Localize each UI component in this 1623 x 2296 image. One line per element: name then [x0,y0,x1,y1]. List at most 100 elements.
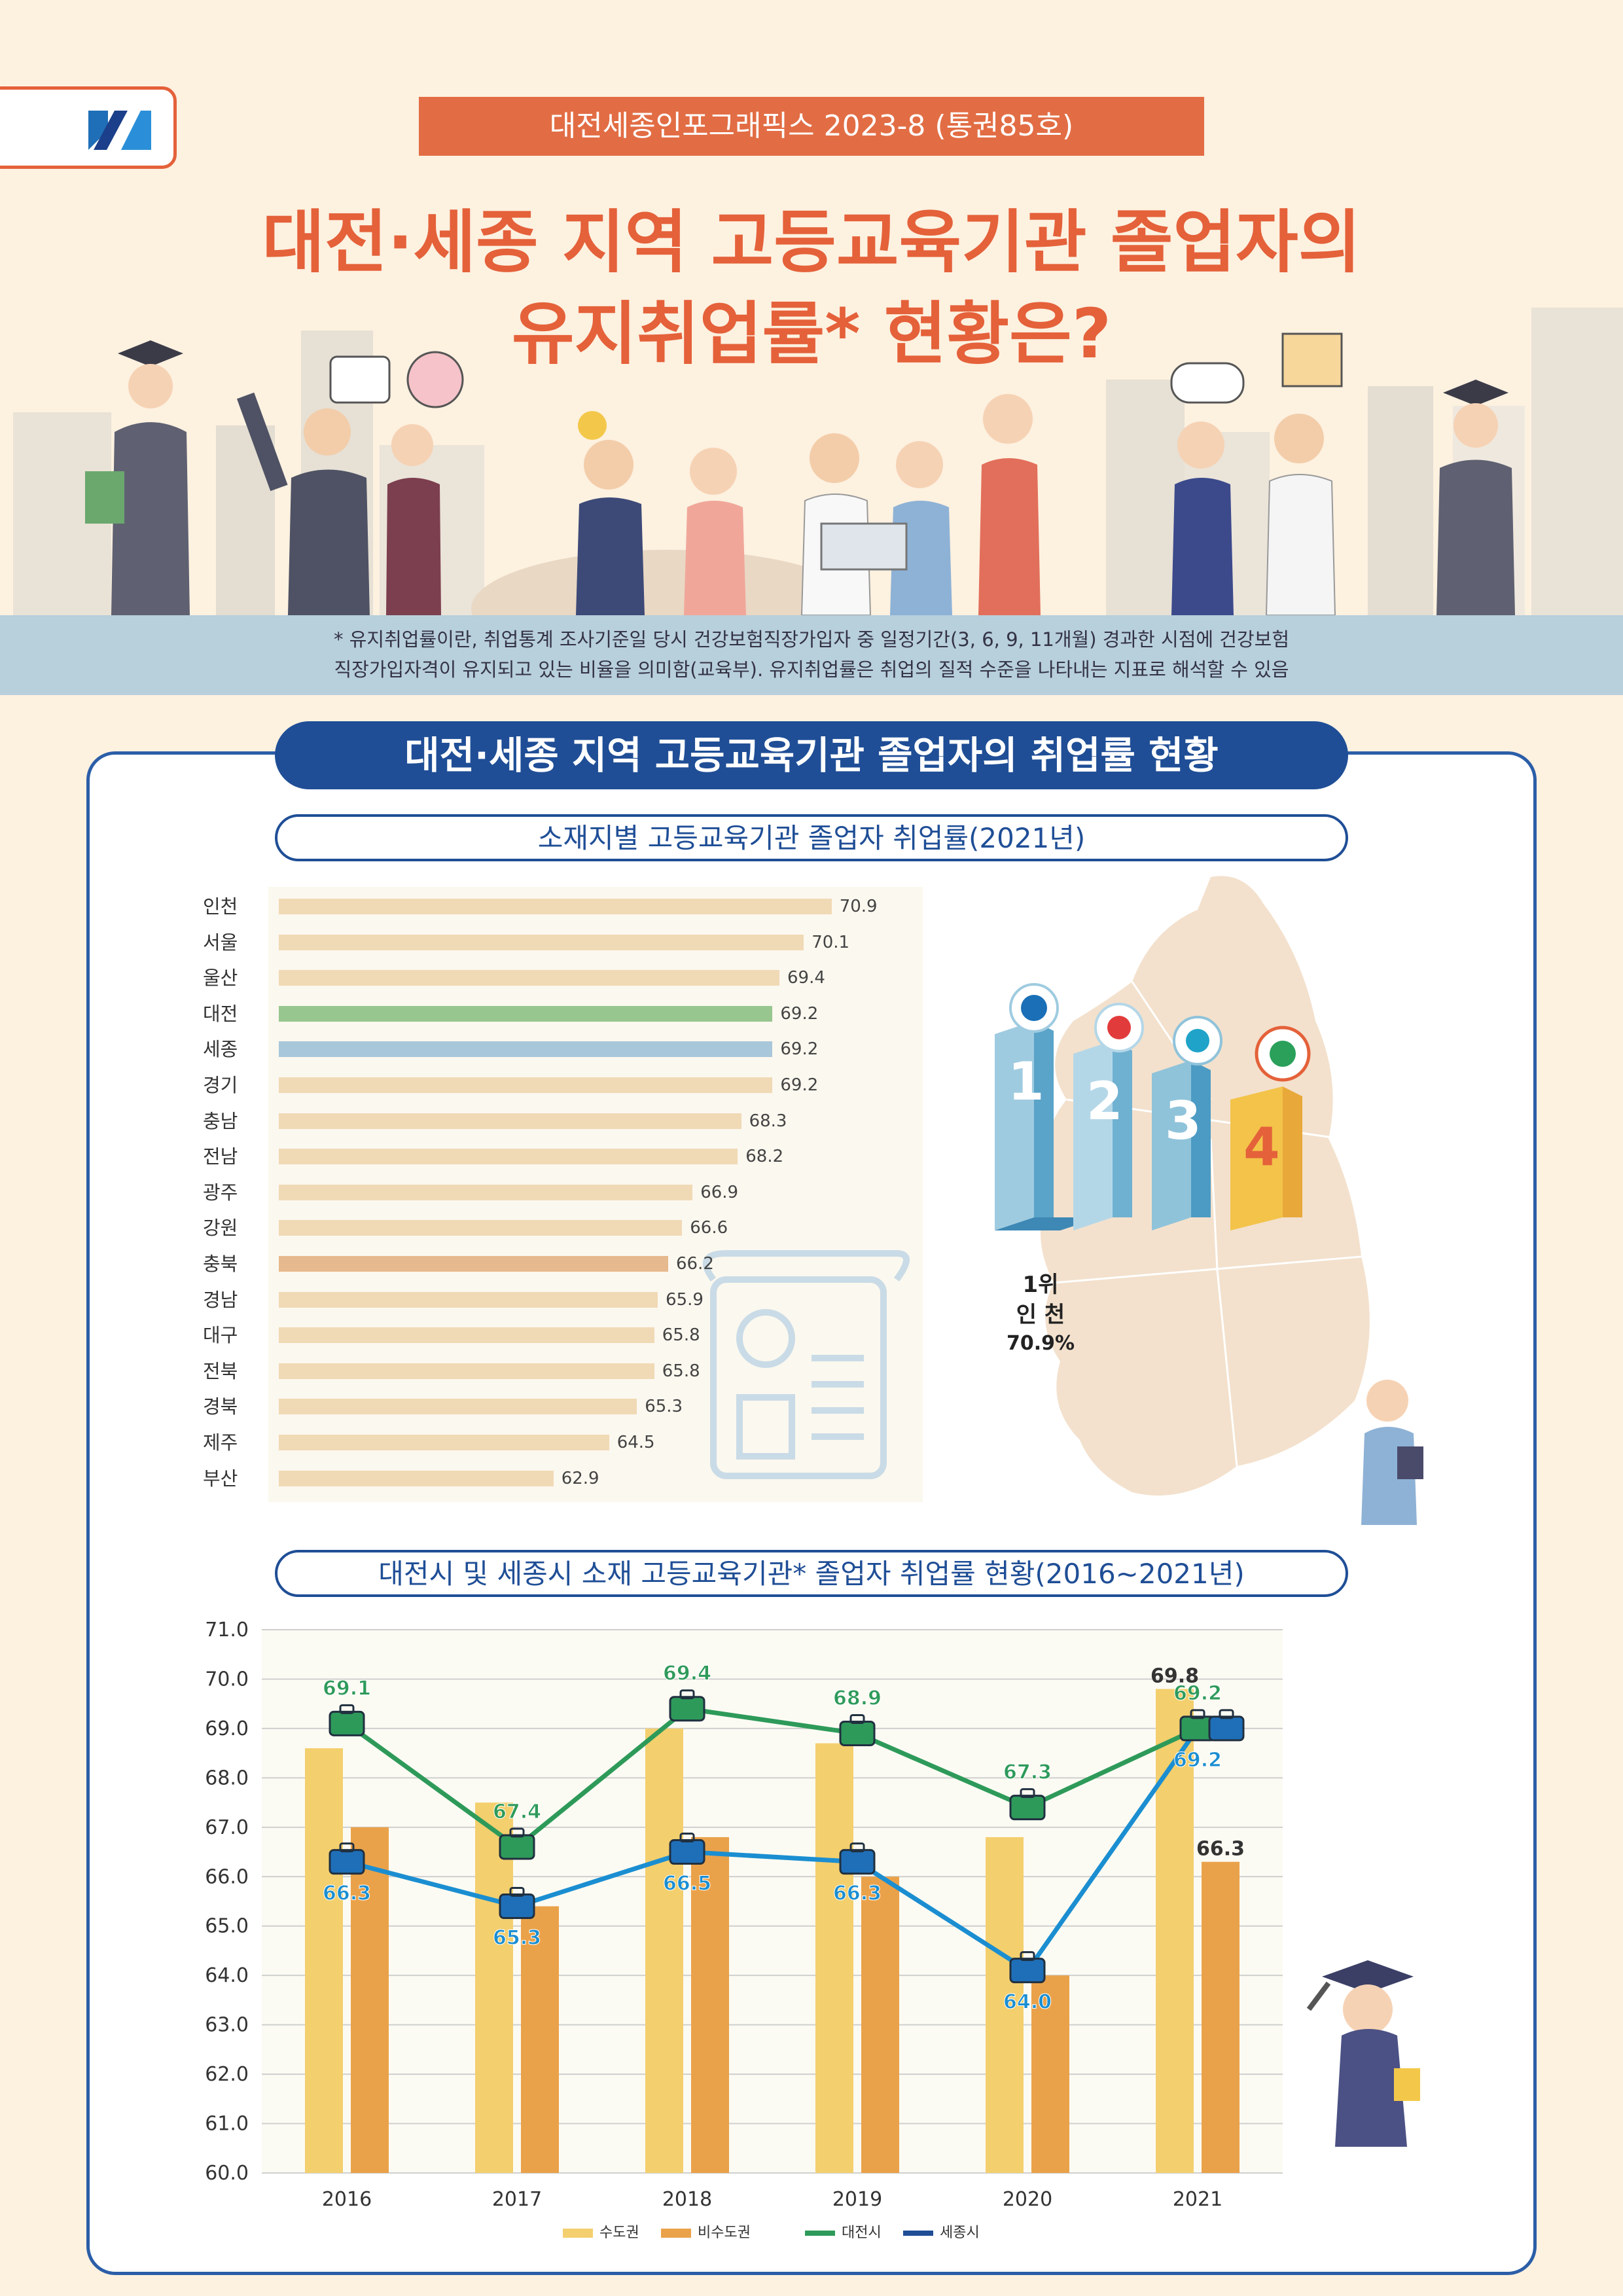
bar-noncapital [861,1876,899,2173]
region-label: 제주 [203,1431,238,1454]
note-line1: * 유지취업률이란, 취업통계 조사기준일 당시 건강보험직장가입자 중 일정기… [333,628,1289,651]
y-tick-label: 70.0 [205,1668,249,1691]
regional-chart-title: 소재지별 고등교육기관 졸업자 취업률(2021년) [275,814,1348,861]
legend-item-sejong: 세종시 [903,2220,980,2246]
region-label: 전남 [203,1145,238,1168]
trend-combo-chart: 60.0 61.0 62.0 63.0 64.0 65.0 66.0 67.0 68.0 69.0… [205,1619,1283,2211]
region-row: 충북 66.2 [203,1253,923,1274]
legend-item-daejeon: 대전시 [805,2220,882,2246]
region-bar [279,1256,668,1272]
daejeon-symbol-icon [1270,1041,1296,1067]
bar-noncapital [1202,1861,1240,2173]
region-label: 대구 [203,1324,238,1347]
region-label: 부산 [203,1467,238,1490]
logo [0,86,177,169]
y-tick-label: 64.0 [205,1964,249,1987]
legend-label-noncapital: 비수도권 [698,2225,751,2241]
region-row: 울산 69.4 [203,967,923,988]
legend-label-sejong: 세종시 [940,2225,980,2241]
y-tick-label: 65.0 [205,1915,249,1938]
bar-capital [475,1803,513,2173]
region-value-label: 62.9 [561,1468,599,1488]
line-value-label: 65.3 [493,1927,541,1950]
briefcase-handle-icon [679,1689,695,1700]
region-label: 세종 [203,1038,238,1061]
region-label: 서울 [203,931,238,954]
region-row: 충남 68.3 [203,1111,923,1132]
briefcase-marker-icon [1208,1715,1245,1742]
region-bar [279,1005,773,1022]
briefcase-handle-icon [509,1887,525,1897]
region-row: 대구 65.8 [203,1325,923,1346]
region-value-label: 65.9 [666,1289,704,1310]
seoul-symbol-icon [1107,1016,1131,1039]
region-label: 울산 [203,967,238,990]
briefcase-marker-icon [329,1710,365,1736]
bar-value-label: 69.8 [1150,1665,1199,1688]
bar-capital [645,1728,683,2173]
y-tick-label: 67.0 [205,1816,249,1839]
x-tick-label: 2021 [1173,2188,1222,2211]
line-sejong [346,1727,1200,1974]
region-bar [279,1113,741,1129]
x-tick-label: 2017 [492,2188,542,2211]
rank-block-4 [1230,1026,1311,1230]
region-row: 경기 69.2 [203,1075,923,1096]
region-bar [279,899,832,914]
bar-noncapital [1031,1975,1069,2173]
region-value-label: 69.4 [787,968,825,988]
region-bar [279,1149,738,1165]
region-value-label: 66.2 [676,1254,714,1274]
region-label: 대전 [203,1002,238,1025]
legend-label-daejeon: 대전시 [842,2225,882,2241]
region-value-label: 64.5 [616,1433,655,1452]
line-value-label: 66.5 [663,1873,711,1895]
line-value-label: 66.3 [323,1882,371,1905]
region-bar [279,1291,658,1308]
region-label: 광주 [203,1181,238,1204]
x-tick-label: 2016 [322,2188,372,2211]
regional-bar-chart: 인천 70.9 서울 70.1 울산 69.4 대전 69.2 세종 69.2 경기 69.2 충남 68… [203,887,923,1502]
region-row: 대전 69.2 [203,1003,923,1024]
region-label: 강원 [203,1217,238,1240]
plot-background [262,1630,1283,2173]
hero-illustration [13,308,1623,615]
legend-swatch-capital [563,2229,593,2238]
region-bar [279,1470,554,1486]
rank-label-2: 2 [1086,1071,1123,1132]
region-row: 부산 62.9 [203,1468,923,1489]
line-value-label: 69.2 [1173,1682,1222,1705]
ulsan-symbol-icon [1186,1029,1209,1052]
region-row: 인천 70.9 [203,896,923,917]
briefcase-marker-icon [669,1696,705,1722]
region-row: 광주 66.9 [203,1182,923,1203]
region-value-label: 65.8 [662,1361,700,1381]
region-bar [279,970,779,986]
legend-swatch-noncapital [661,2229,691,2238]
first-value: 70.9% [1006,1332,1075,1355]
y-tick-label: 71.0 [205,1619,249,1641]
x-tick-label: 2018 [662,2188,712,2211]
region-bar [279,1399,637,1415]
region-value-label: 65.3 [645,1397,683,1417]
region-bar [279,1220,683,1236]
trend-chart-title: 대전시 및 세종시 소재 고등교육기관* 졸업자 취업률 현황(2016~202… [275,1550,1348,1597]
region-label: 경기 [203,1074,238,1096]
briefcase-handle-icon [1190,1709,1205,1719]
region-row: 서울 70.1 [203,932,923,953]
y-tick-label: 66.0 [205,1865,249,1888]
bar-capital [815,1743,853,2173]
x-tick-label: 2019 [832,2188,882,2211]
bar-noncapital [351,1827,389,2173]
region-value-label: 70.9 [839,897,878,916]
line-value-label: 69.1 [323,1677,371,1700]
briefcase-handle-icon [849,1713,865,1724]
line-value-label: 69.4 [663,1662,711,1685]
briefcase-handle-icon [339,1842,355,1853]
rank-block-2 [1073,1003,1144,1230]
region-value-label: 69.2 [780,1039,819,1060]
page-title-line2: 유지취업률* 현황은? [511,294,1112,374]
region-bar [279,1184,693,1200]
rank-block-3 [1152,1016,1222,1230]
region-value-label: 69.2 [780,1075,819,1095]
